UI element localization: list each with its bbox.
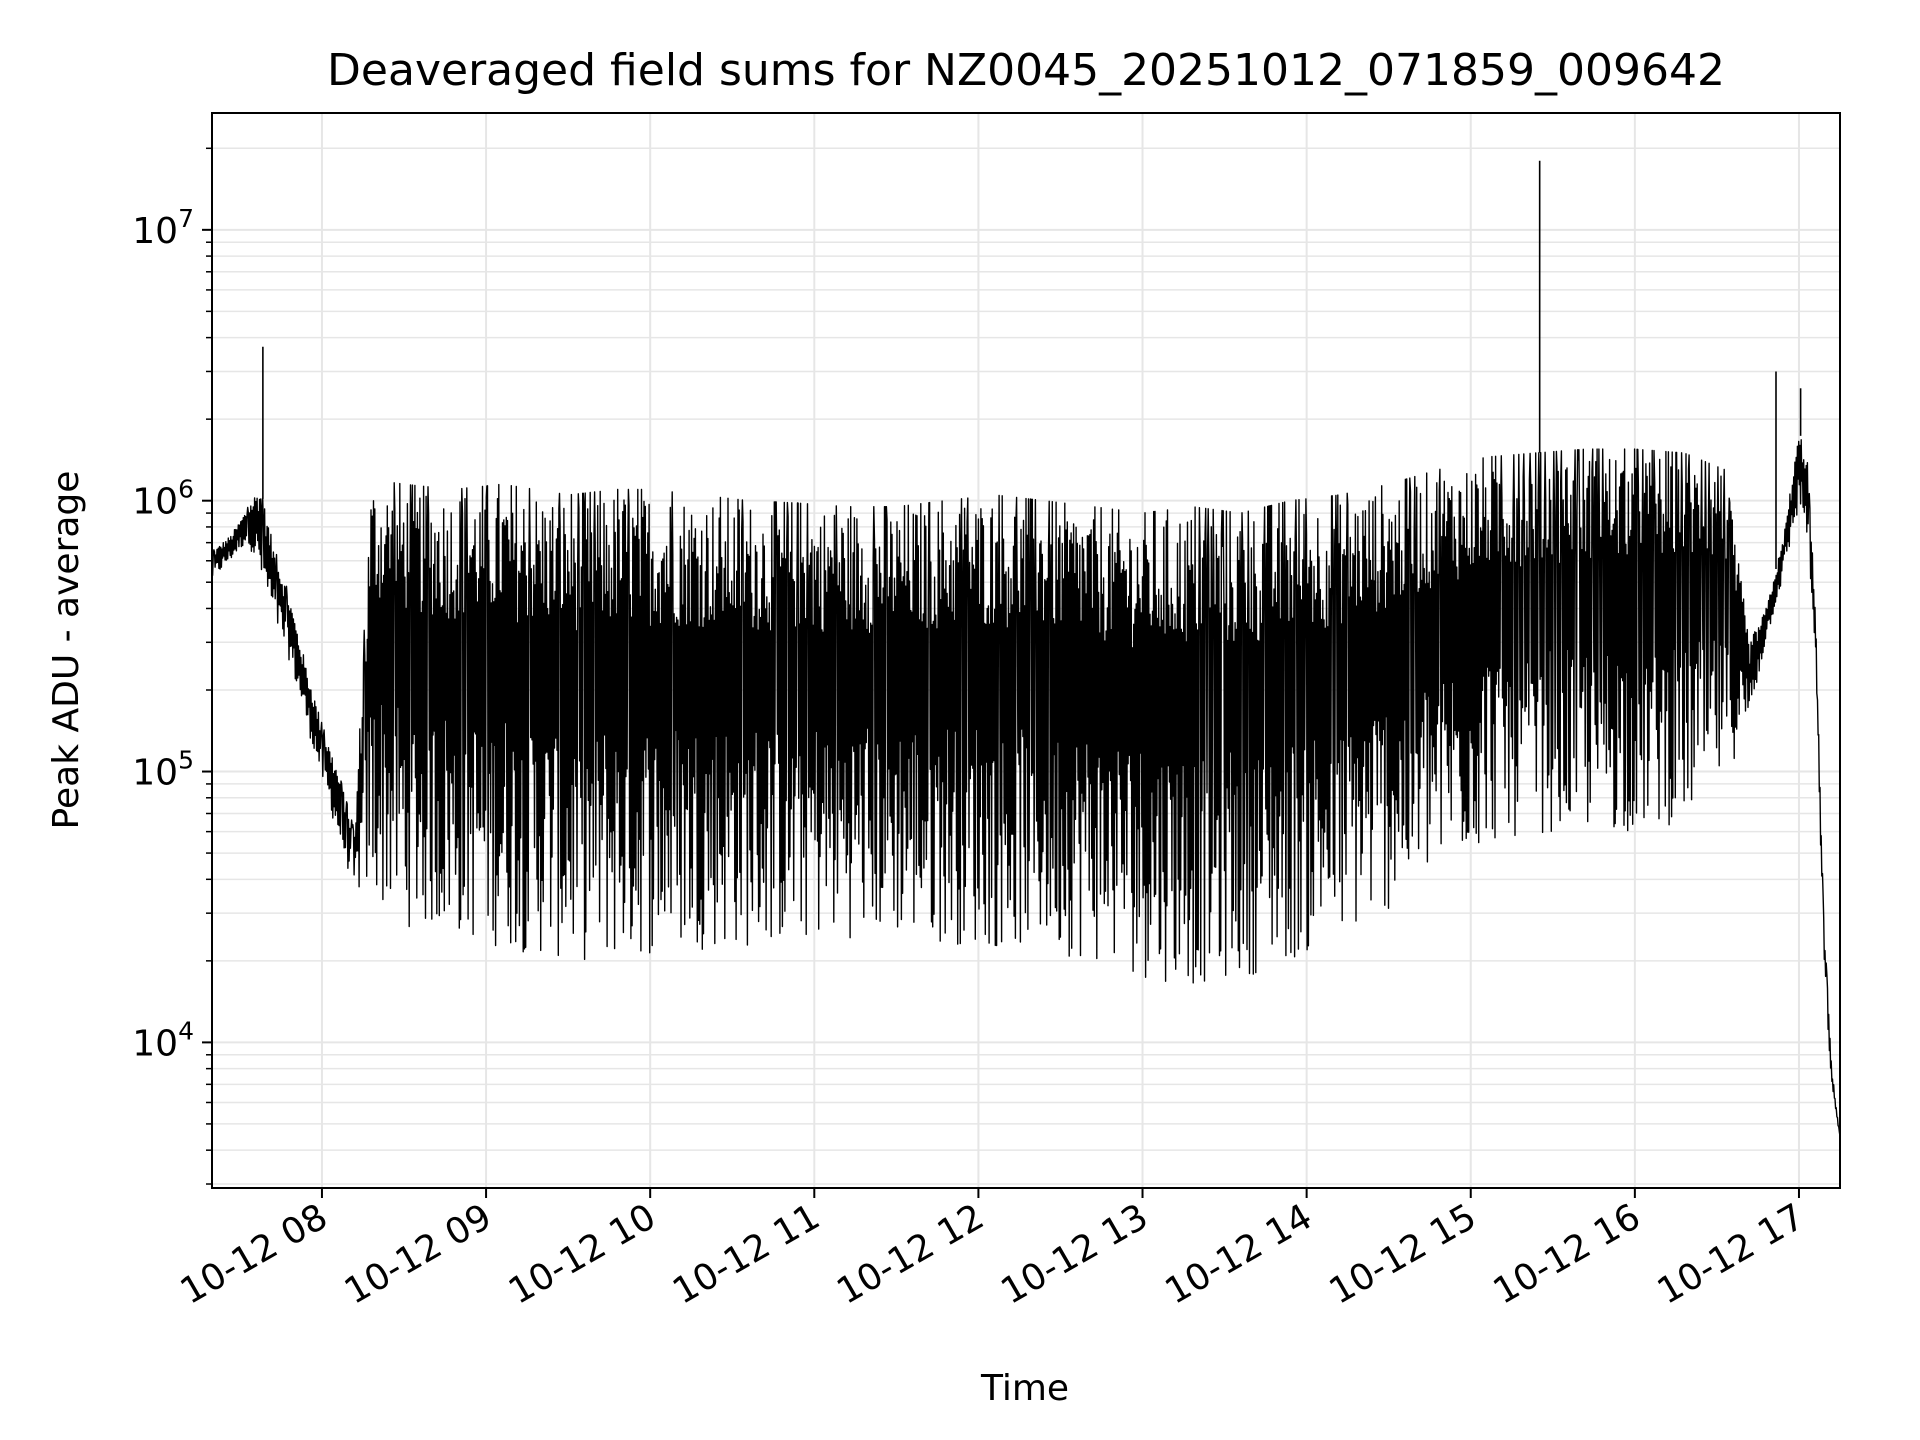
y-tick-label: 104 (132, 1016, 194, 1064)
x-axis-label: Time (980, 1368, 1069, 1409)
series-line (211, 439, 1841, 1137)
y-axis-ticks: 104 105 106 107 (132, 147, 212, 1185)
y-axis-label: Peak ADU - average (46, 471, 87, 830)
y-tick-label: 105 (132, 746, 194, 794)
y-tick-label: 106 (132, 475, 194, 523)
y-tick-label: 107 (132, 204, 194, 252)
series-group (211, 160, 1841, 1137)
plot-frame (211, 112, 1841, 1189)
chart-title: Deaveraged field sums for NZ0045_2025101… (327, 45, 1725, 96)
